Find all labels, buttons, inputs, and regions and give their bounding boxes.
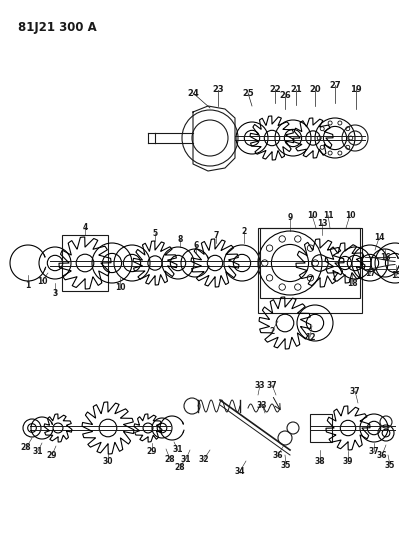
Text: 28: 28 [175, 463, 185, 472]
Text: 2: 2 [241, 227, 247, 236]
Text: 4: 4 [82, 222, 88, 231]
Text: 37: 37 [350, 386, 360, 395]
Text: 9: 9 [287, 214, 292, 222]
Text: 12: 12 [305, 333, 315, 342]
Text: 34: 34 [235, 466, 245, 475]
Text: 1: 1 [26, 280, 31, 289]
Text: 5: 5 [152, 229, 158, 238]
Text: 24: 24 [187, 88, 199, 98]
Text: 7: 7 [213, 230, 219, 239]
Text: 19: 19 [350, 85, 362, 93]
Text: 16: 16 [380, 254, 390, 262]
Text: 6: 6 [194, 240, 199, 249]
Text: 33: 33 [255, 381, 265, 390]
Text: 30: 30 [103, 456, 113, 465]
Text: 39: 39 [343, 456, 353, 465]
Text: 29: 29 [147, 447, 157, 456]
Text: 27: 27 [329, 80, 341, 90]
Text: 25: 25 [242, 88, 254, 98]
Text: 20: 20 [309, 85, 321, 93]
Bar [62, 235, 108, 291]
Bar [258, 228, 362, 313]
Text: 21: 21 [290, 85, 302, 93]
Text: 10: 10 [345, 211, 355, 220]
Text: 28: 28 [165, 455, 175, 464]
Text: 29: 29 [47, 450, 57, 459]
Text: 81J21 300 A: 81J21 300 A [18, 21, 97, 35]
Text: 35: 35 [385, 461, 395, 470]
Text: 37: 37 [267, 381, 277, 390]
Text: 31: 31 [33, 447, 43, 456]
Text: 37: 37 [369, 447, 379, 456]
Text: 14: 14 [374, 233, 384, 243]
Bar [310, 414, 332, 442]
Text: 17: 17 [365, 269, 375, 278]
Text: 33: 33 [257, 400, 267, 409]
Text: 31: 31 [181, 455, 191, 464]
Text: 10: 10 [307, 211, 317, 220]
Text: 31: 31 [173, 446, 183, 455]
Text: 36: 36 [273, 450, 283, 459]
Text: 38: 38 [315, 456, 325, 465]
Text: 22: 22 [269, 85, 281, 93]
Text: 32: 32 [199, 455, 209, 464]
Text: 35: 35 [281, 461, 291, 470]
Text: 36: 36 [377, 450, 387, 459]
Text: 18: 18 [347, 279, 358, 287]
Bar [260, 228, 360, 298]
Text: 23: 23 [212, 85, 224, 94]
Text: 11: 11 [323, 211, 333, 220]
Text: 13: 13 [317, 219, 327, 228]
Text: 10: 10 [115, 284, 125, 293]
Text: 3: 3 [52, 288, 57, 297]
Text: 15: 15 [391, 271, 399, 279]
Text: 8: 8 [177, 235, 183, 244]
Text: 10: 10 [37, 277, 47, 286]
Text: 2: 2 [269, 327, 275, 335]
Text: 28: 28 [21, 443, 31, 453]
Text: 26: 26 [279, 92, 291, 101]
